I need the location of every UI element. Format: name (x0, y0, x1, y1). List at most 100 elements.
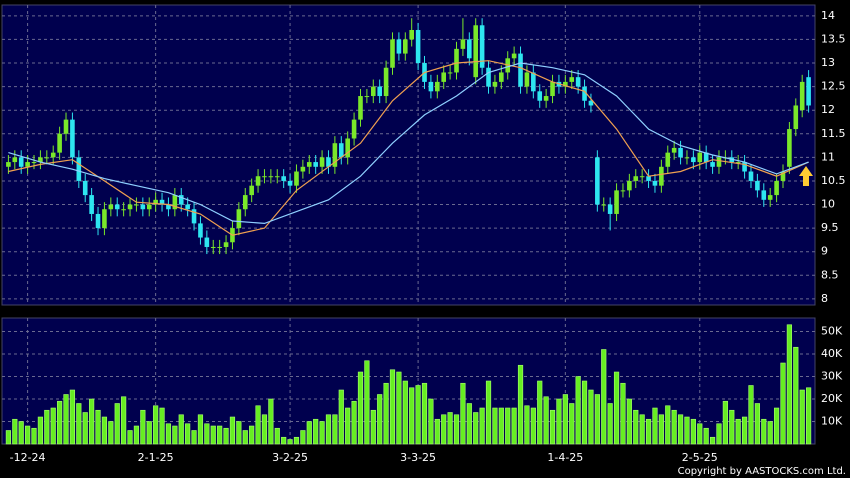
volume-bar (703, 427, 709, 445)
candle-body (223, 242, 229, 247)
candle-body (172, 195, 178, 210)
volume-bar (249, 425, 255, 445)
volume-bar (197, 414, 204, 445)
candle-body (364, 96, 370, 98)
candle-body (620, 190, 626, 192)
candle-body (710, 162, 715, 167)
volume-bar (671, 409, 677, 445)
volume-bar (31, 427, 37, 445)
candle-body (665, 152, 671, 167)
volume-bar (223, 427, 229, 445)
volume-bar (396, 371, 402, 445)
candle-body (345, 138, 350, 158)
candle-body (242, 195, 248, 210)
candle-body (281, 176, 286, 181)
candle-body (351, 119, 357, 139)
candle-body (627, 180, 632, 191)
volume-bar (594, 394, 600, 445)
candle-body (601, 204, 607, 206)
volume-bar (524, 405, 530, 445)
candle-body (300, 166, 306, 172)
volume-bar (780, 362, 786, 445)
volume-bar (332, 414, 338, 445)
candle-body (6, 162, 11, 167)
volume-bar (543, 396, 549, 445)
candle-body (294, 171, 299, 186)
y-tick-label: 14 (821, 9, 835, 22)
volume-bar (172, 425, 178, 445)
candle-body (518, 53, 523, 87)
candle-body (563, 81, 568, 87)
volume-bar (242, 430, 248, 445)
volume-bar (25, 425, 31, 445)
volume-bar (697, 423, 703, 445)
volume-bar (741, 416, 748, 445)
candle-body (390, 39, 395, 68)
copyright: Copyright by AASTOCKS.com Ltd. (678, 466, 846, 477)
moving-average (8, 60, 809, 236)
volume-tick-label: 30K (821, 370, 843, 383)
volume-bar (133, 425, 140, 445)
volume-bar (191, 430, 197, 445)
candle-body (524, 72, 530, 87)
volume-bar (805, 387, 812, 445)
x-tick-label: 3-2-25 (272, 451, 308, 464)
candle-body (114, 204, 120, 210)
candle-body (121, 209, 126, 211)
volume-bar (82, 412, 88, 445)
y-tick-label: 8.5 (821, 268, 839, 281)
candle-body (89, 195, 94, 214)
volume-bar (63, 394, 69, 445)
volume-bar (620, 382, 626, 445)
volume-bar (268, 398, 274, 445)
x-tick-label: 1-4-25 (547, 451, 583, 464)
candle-body (198, 223, 203, 238)
candle-body (249, 185, 254, 196)
volume-bar (453, 414, 460, 445)
candle-body (358, 96, 363, 120)
volume-tick-label: 40K (821, 347, 843, 360)
volume-bar (255, 405, 261, 445)
candle-body (678, 147, 683, 158)
volume-bar (300, 430, 306, 445)
volume-bar (799, 389, 805, 445)
candle-body (178, 195, 184, 205)
volume-bar (357, 371, 364, 445)
candle-body (569, 77, 575, 82)
volume-bar (37, 416, 44, 445)
volume-bar (517, 364, 524, 445)
volume-bar (409, 387, 415, 445)
candle-body (607, 204, 613, 214)
volume-bar (460, 382, 466, 445)
candle-body (57, 133, 62, 153)
volume-bar (345, 407, 351, 445)
volume-bar (319, 421, 325, 445)
volume-bar (735, 418, 741, 445)
candle-body (492, 81, 498, 87)
volume-bar (217, 425, 223, 445)
volume-bar (325, 414, 332, 445)
volume-bar (684, 416, 690, 445)
y-tick-label: 13 (821, 56, 835, 69)
volume-bar (89, 398, 95, 445)
candle-body (697, 152, 703, 163)
candle-body (166, 204, 171, 210)
candle-body (787, 129, 792, 167)
volume-bar (402, 380, 408, 445)
volume-bar (537, 380, 543, 445)
candle-body (319, 157, 325, 167)
volume-bar (159, 407, 165, 445)
candle-body (383, 67, 389, 97)
volume-bar (690, 418, 696, 445)
volume-bar (569, 403, 575, 445)
volume-bar (370, 409, 376, 445)
volume-bar (415, 385, 421, 445)
volume-bar (185, 423, 191, 445)
volume-bar (549, 409, 556, 445)
candle-body (703, 152, 709, 163)
candle-body (76, 157, 82, 181)
candle-body (774, 180, 779, 196)
volume-bar (293, 436, 300, 445)
y-tick-label: 12 (821, 103, 835, 116)
